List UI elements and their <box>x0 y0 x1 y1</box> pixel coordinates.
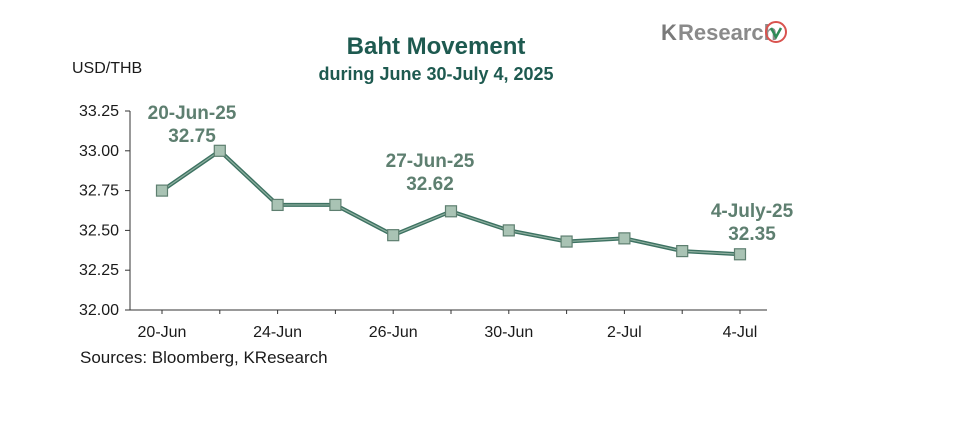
x-tick-label: 24-Jun <box>253 324 302 341</box>
annotation-value: 32.75 <box>168 126 216 147</box>
y-tick-label: 32.50 <box>79 222 119 239</box>
data-point <box>733 248 747 261</box>
x-tick-label: 2-Jul <box>607 324 642 341</box>
y-tick-label: 33.00 <box>79 143 119 160</box>
source-note: Sources: Bloomberg, KResearch <box>80 348 328 367</box>
data-point <box>676 244 689 258</box>
annotation-date: 4-July-25 <box>711 201 794 222</box>
data-point <box>618 232 631 245</box>
x-tick-label: 4-Jul <box>723 324 758 341</box>
data-point <box>271 198 284 212</box>
chart-subtitle: during June 30-July 4, 2025 <box>318 64 553 84</box>
y-axis-label: USD/THB <box>72 60 142 77</box>
x-tick-label: 26-Jun <box>369 324 418 341</box>
data-point <box>502 224 515 237</box>
data-point <box>329 198 342 212</box>
y-tick-label: 32.00 <box>79 302 119 319</box>
data-point <box>560 235 573 248</box>
y-tick-label: 32.25 <box>79 262 119 279</box>
data-point <box>213 144 226 157</box>
annotation-value: 32.35 <box>728 224 776 245</box>
data-point <box>387 229 400 242</box>
x-tick-label: 30-Jun <box>484 324 533 341</box>
x-tick-label: 20-Jun <box>138 324 187 341</box>
data-point <box>444 205 458 218</box>
logo-research: Research <box>678 20 777 45</box>
y-tick-label: 32.75 <box>79 183 119 200</box>
annotation-date: 27-Jun-25 <box>386 151 475 172</box>
data-point <box>155 184 169 197</box>
leaf-logo-icon <box>765 21 787 43</box>
y-tick-label: 33.25 <box>79 103 119 120</box>
logo-k: K <box>661 20 677 45</box>
chart-title: Baht Movement <box>347 33 526 60</box>
kresearch-logo: K Research <box>661 20 787 45</box>
annotation-value: 32.62 <box>406 174 454 195</box>
annotation-date: 20-Jun-25 <box>148 103 237 124</box>
